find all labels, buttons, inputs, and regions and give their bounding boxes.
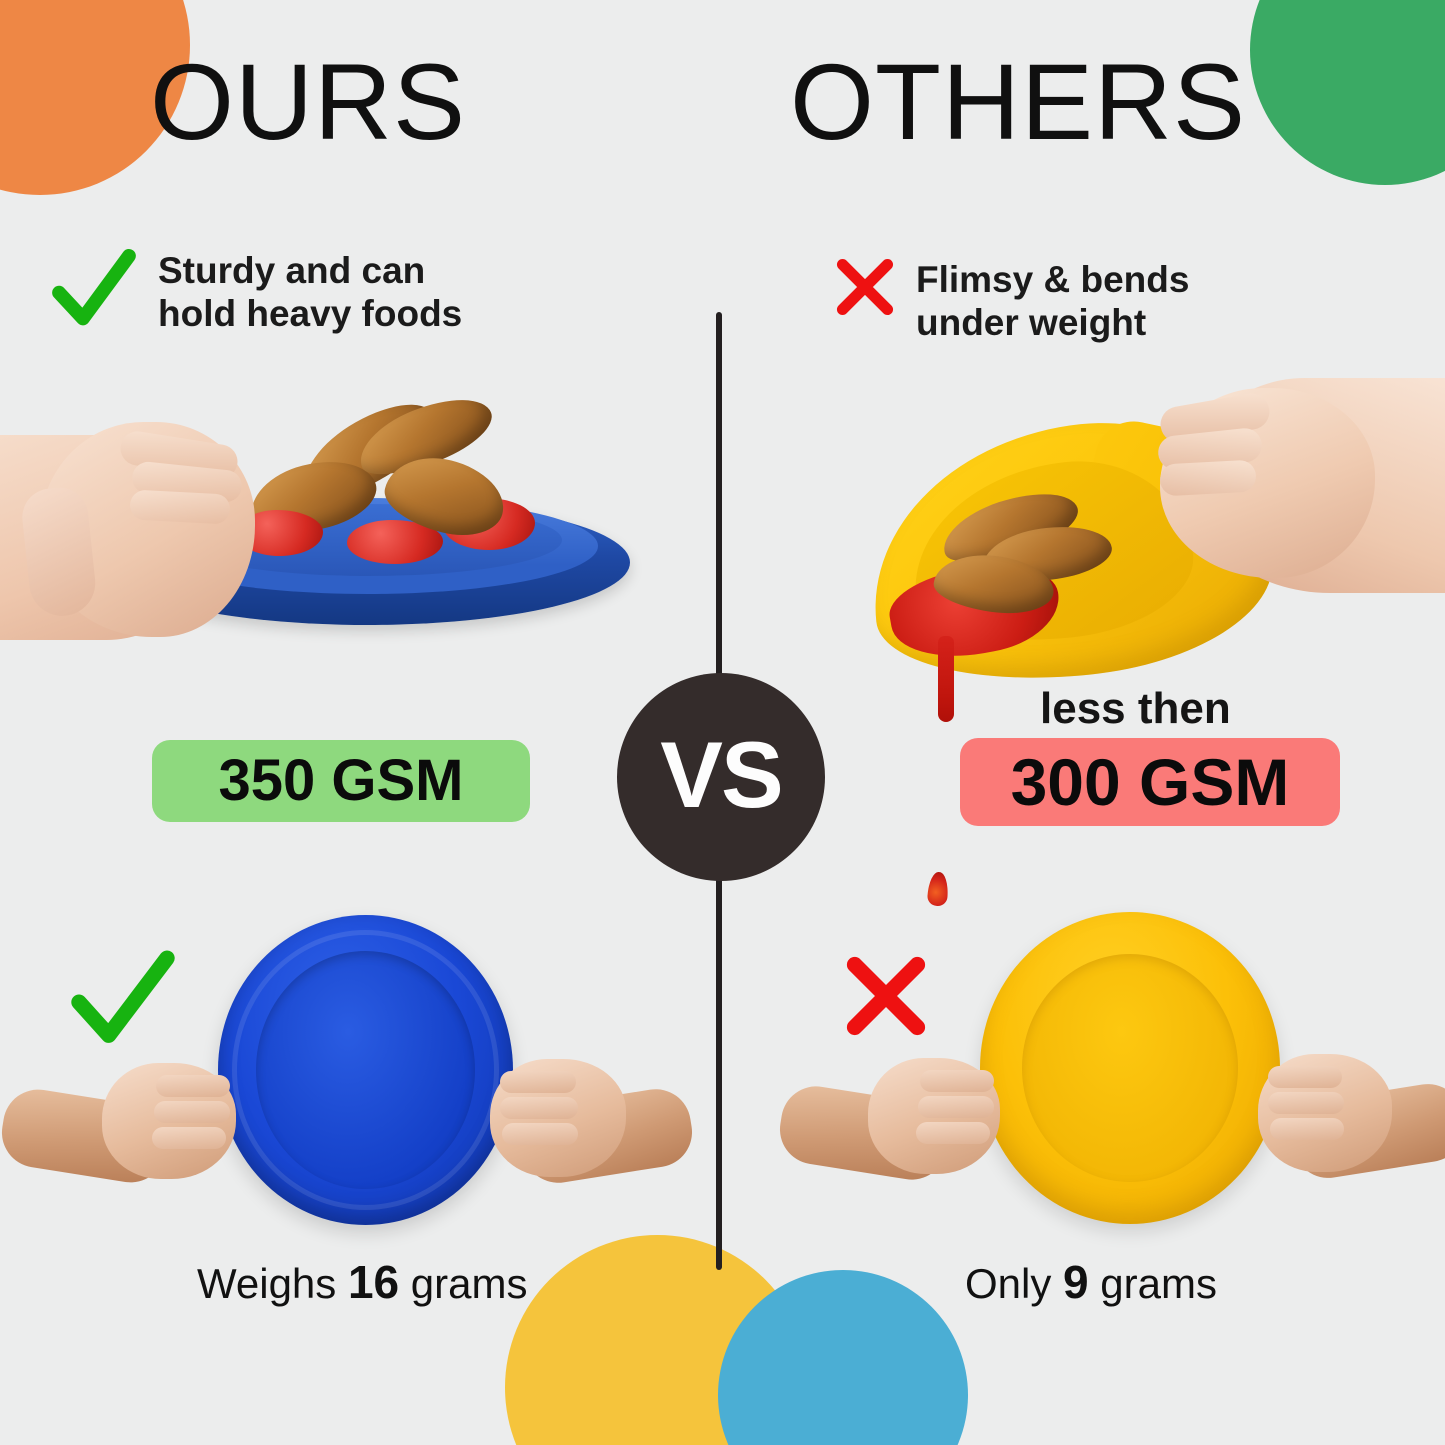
- feature-row-ours: Sturdy and can hold heavy foods: [48, 243, 462, 336]
- check-icon-verdict-ours: [71, 950, 175, 1043]
- blue-plate-well: [256, 951, 475, 1189]
- knuckle: [500, 1097, 578, 1119]
- gsm-badge-others: 300 GSM: [960, 738, 1340, 826]
- fist-right: [490, 1059, 626, 1177]
- finger: [129, 489, 231, 525]
- feature-text-ours: Sturdy and can hold heavy foods: [158, 250, 463, 335]
- knuckle: [920, 1070, 994, 1092]
- blue-plate-rim: [232, 930, 499, 1210]
- weight-suffix-others: grams: [1088, 1260, 1217, 1307]
- knuckle: [500, 1071, 576, 1093]
- fist-right: [1258, 1054, 1392, 1172]
- weight-caption-others: Only 9 grams: [965, 1259, 1217, 1305]
- x-icon-verdict-others: [846, 956, 926, 1036]
- column-title-ours: OURS: [150, 41, 467, 162]
- gsm-badge-ours: 350 GSM: [152, 740, 530, 822]
- check-icon: [52, 248, 136, 326]
- food-mound: [930, 479, 1130, 620]
- yellow-plate: [980, 912, 1280, 1224]
- photo-hands-holding-yellow-plate: [774, 912, 1445, 1237]
- less-then-qualifier: less then: [1040, 684, 1231, 733]
- weight-caption-ours: Weighs 16 grams: [197, 1259, 528, 1305]
- knuckle: [1270, 1118, 1344, 1140]
- sauce-drip: [938, 636, 954, 722]
- weight-value-ours: 16: [347, 1256, 400, 1308]
- weight-prefix-ours: Weighs: [197, 1260, 348, 1307]
- knuckle: [152, 1127, 226, 1149]
- x-icon: [836, 258, 894, 316]
- knuckle: [1268, 1066, 1342, 1088]
- weight-value-others: 9: [1063, 1256, 1089, 1308]
- knuckle: [1268, 1092, 1344, 1114]
- vs-label: VS: [660, 722, 783, 827]
- decorative-circle-green: [1250, 0, 1445, 185]
- knuckle: [918, 1096, 994, 1118]
- fist-left: [868, 1058, 1000, 1174]
- knuckle: [156, 1075, 230, 1097]
- photo-hand-holding-loaded-blue-plate: [0, 380, 640, 660]
- weight-suffix-ours: grams: [399, 1260, 528, 1307]
- knuckle: [502, 1123, 578, 1145]
- food-mound: [235, 383, 535, 567]
- photo-hands-holding-blue-plate: [0, 915, 698, 1235]
- knuckle: [916, 1122, 990, 1144]
- weight-prefix-others: Only: [965, 1260, 1064, 1307]
- yellow-plate-well: [1022, 954, 1238, 1182]
- falling-sauce-drop: [926, 871, 950, 907]
- blue-plate: [218, 915, 513, 1225]
- feature-row-others: Flimsy & bends under weight: [832, 254, 1189, 345]
- column-title-others: OTHERS: [790, 41, 1247, 162]
- photo-hand-bending-yellow-plate: [858, 378, 1445, 722]
- vs-badge: VS: [617, 673, 825, 881]
- feature-text-others: Flimsy & bends under weight: [916, 259, 1190, 344]
- knuckle: [154, 1101, 230, 1123]
- finger: [1159, 459, 1257, 497]
- fist-left: [102, 1063, 236, 1179]
